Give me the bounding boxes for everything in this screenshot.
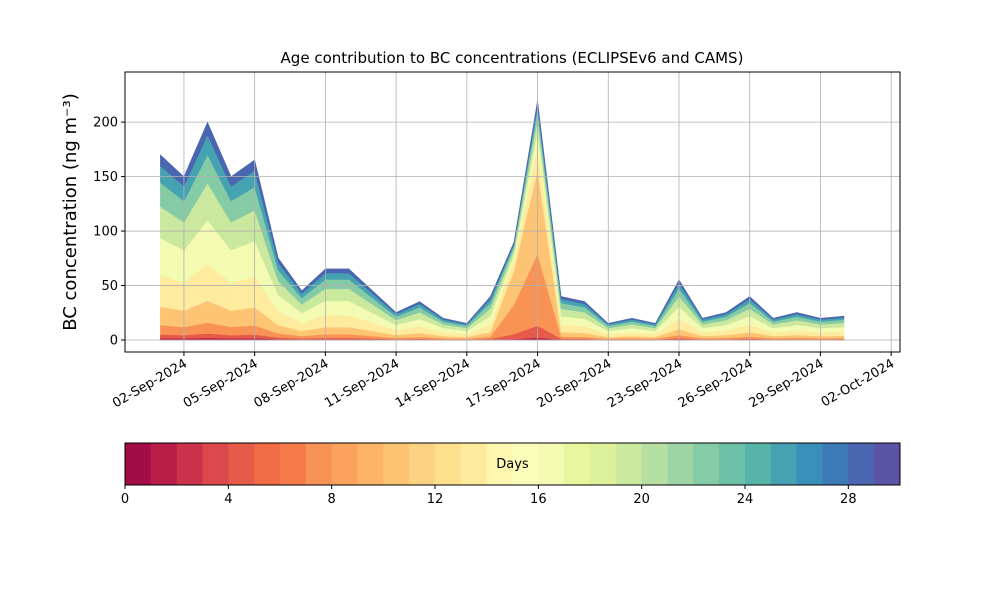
colorbar-swatch xyxy=(564,443,591,485)
y-tick-label: 50 xyxy=(101,279,118,294)
colorbar-swatch xyxy=(590,443,617,485)
colorbar-tick-label: 24 xyxy=(737,492,754,507)
colorbar-swatch xyxy=(848,443,875,485)
colorbar-swatch xyxy=(745,443,772,485)
x-tick-label: 14-Sep-2024 xyxy=(393,356,473,411)
colorbar-swatch xyxy=(150,443,178,485)
y-tick-label: 150 xyxy=(93,170,118,185)
colorbar-frame xyxy=(124,442,901,486)
chart-title: Age contribution to BC concentrations (E… xyxy=(281,49,744,67)
colorbar-swatch xyxy=(796,443,823,485)
colorbar-tick-label: 20 xyxy=(633,492,650,507)
x-tick-label: 26-Sep-2024 xyxy=(676,356,756,411)
colorbar-swatch xyxy=(280,443,307,485)
colorbar-swatch xyxy=(331,443,358,485)
colorbar-swatch xyxy=(874,443,901,485)
colorbar-tick-label: 12 xyxy=(427,492,444,507)
x-tick-label: 11-Sep-2024 xyxy=(322,356,402,411)
colorbar-swatch xyxy=(409,443,436,485)
colorbar-tick-label: 0 xyxy=(121,492,129,507)
colorbar-swatch xyxy=(512,443,539,485)
colorbar-swatch xyxy=(125,443,152,485)
colorbar-swatch xyxy=(305,443,333,485)
colorbar-swatch xyxy=(538,443,565,485)
colorbar-tick-label: 28 xyxy=(840,492,857,507)
y-axis-label: BC concentration (ng m⁻³) xyxy=(60,93,81,331)
colorbar-swatch xyxy=(615,443,643,485)
colorbar-swatch xyxy=(641,443,668,485)
x-tick-label: 02-Sep-2024 xyxy=(110,356,190,411)
y-tick-label: 100 xyxy=(93,225,118,240)
x-tick-label: 20-Sep-2024 xyxy=(534,356,614,411)
colorbar-swatch xyxy=(176,443,203,485)
colorbar-swatch xyxy=(822,443,849,485)
x-tick-label: 05-Sep-2024 xyxy=(181,356,261,411)
colorbar-swatch xyxy=(357,443,384,485)
y-tick-label: 200 xyxy=(93,116,118,131)
colorbar-tick-label: 8 xyxy=(328,492,336,507)
x-tick-label: 23-Sep-2024 xyxy=(605,356,685,411)
x-tick-label: 17-Sep-2024 xyxy=(464,356,544,411)
colorbar-swatch xyxy=(435,443,462,485)
colorbar-swatch xyxy=(770,443,798,485)
colorbar-swatch xyxy=(460,443,488,485)
colorbar-swatch xyxy=(693,443,720,485)
colorbar-swatch xyxy=(667,443,694,485)
x-tick-label: 29-Sep-2024 xyxy=(747,356,827,411)
colorbar-swatch xyxy=(202,443,229,485)
colorbar-tick-label: 16 xyxy=(530,492,547,507)
colorbar-swatch xyxy=(383,443,410,485)
colorbar-tick-label: 4 xyxy=(224,492,232,507)
colorbar-swatch xyxy=(719,443,746,485)
colorbar-swatch xyxy=(486,443,513,485)
x-tick-label: 08-Sep-2024 xyxy=(252,356,332,411)
colorbar-swatch xyxy=(254,443,281,485)
y-tick-label: 0 xyxy=(110,334,118,349)
colorbar-swatch xyxy=(228,443,255,485)
colorbar-label: Days xyxy=(496,457,529,472)
plot-frame xyxy=(124,71,901,353)
x-tick-label: 02-Oct-2024 xyxy=(819,356,897,410)
